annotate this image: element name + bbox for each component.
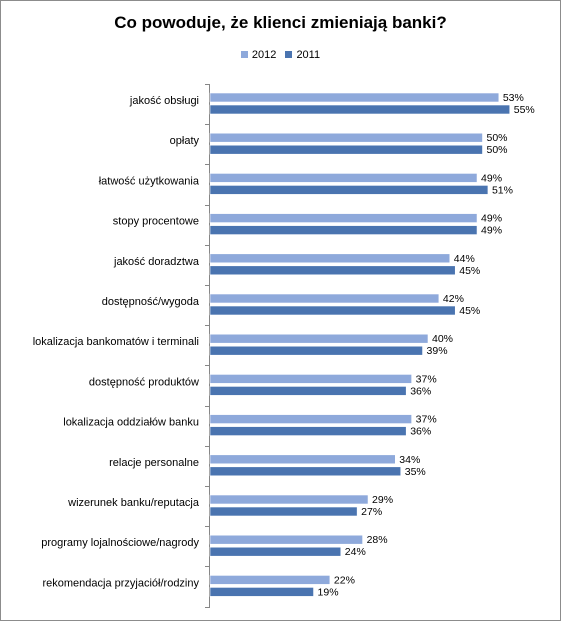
category-label: lokalizacja bankomatów i terminali	[33, 336, 199, 348]
bar-2011	[209, 345, 423, 356]
category-label: dostępność/wygoda	[102, 296, 200, 308]
data-label-2012: 29%	[372, 494, 393, 506]
data-label-2011: 36%	[410, 426, 431, 438]
bar-2012	[209, 213, 478, 223]
category-label: opłaty	[170, 135, 200, 147]
legend-label-2011: 2011	[296, 49, 321, 61]
category-label: łatwość użytkowania	[99, 175, 200, 187]
data-label-2012: 44%	[454, 253, 475, 265]
data-label-2012: 40%	[432, 333, 453, 345]
category-label: relacje personalne	[109, 457, 199, 469]
bar-2011	[209, 546, 342, 557]
legend-item-2012: 2012	[240, 49, 277, 61]
bar-2011	[209, 104, 511, 115]
bar-2011	[209, 265, 456, 276]
category-label: programy lojalnościowe/nagrody	[41, 537, 199, 549]
chart-title: Co powoduje, że klienci zmieniają banki?	[114, 13, 447, 32]
bar-2012	[209, 494, 369, 505]
category-label: wizerunek banku/reputacja	[67, 497, 200, 509]
bar-2012	[209, 92, 500, 103]
category-label: dostępność produktów	[89, 376, 199, 388]
bar-2012	[209, 374, 412, 384]
data-label-2012: 37%	[416, 414, 437, 426]
data-label-2011: 35%	[405, 466, 426, 478]
bar-2011	[209, 426, 407, 436]
bar-2012	[209, 575, 331, 585]
bar-2012	[209, 132, 483, 143]
data-label-2011: 45%	[459, 265, 480, 277]
data-label-2011: 39%	[427, 345, 448, 357]
category-label: jakość obsługi	[129, 95, 199, 107]
data-label-2012: 34%	[399, 454, 420, 466]
data-label-2012: 42%	[443, 293, 464, 305]
bar-2012	[209, 333, 429, 344]
data-label-2011: 45%	[459, 305, 480, 317]
bar-2011	[209, 587, 314, 597]
category-label: jakość doradztwa	[113, 256, 200, 268]
data-label-2011: 55%	[514, 104, 535, 116]
bar-2012	[209, 293, 440, 304]
legend: 2012 2011	[1, 49, 560, 61]
bar-2012	[209, 173, 478, 183]
data-label-2011: 24%	[345, 546, 366, 558]
bar-2012	[209, 534, 363, 545]
data-label-2012: 28%	[367, 534, 388, 546]
bar-2012	[209, 454, 396, 465]
legend-label-2012: 2012	[251, 49, 277, 61]
bar-2012	[209, 414, 412, 424]
data-label-2012: 49%	[481, 213, 502, 225]
bar-2011	[209, 506, 358, 517]
category-label: lokalizacja oddziałów banku	[63, 417, 199, 429]
bar-2011	[209, 144, 483, 155]
legend-swatch-2012	[240, 51, 248, 58]
data-label-2011: 19%	[318, 586, 339, 598]
bar-2011	[209, 305, 456, 316]
data-label-2011: 49%	[481, 225, 502, 237]
data-label-2011: 36%	[410, 385, 431, 397]
data-label-2012: 49%	[481, 172, 502, 184]
data-label-2012: 53%	[503, 92, 524, 104]
data-label-2012: 37%	[416, 373, 437, 385]
data-label-2011: 50%	[487, 144, 508, 156]
bar-2011	[209, 185, 489, 195]
data-label-2011: 51%	[492, 184, 513, 196]
data-label-2012: 50%	[487, 132, 508, 144]
data-label-2011: 27%	[361, 506, 382, 518]
legend-swatch-2011	[285, 51, 293, 58]
bar-2011	[209, 386, 407, 396]
category-label: stopy procentowe	[113, 216, 199, 228]
bar-2011	[209, 225, 478, 235]
category-label: rekomendacja przyjaciół/rodziny	[42, 577, 199, 589]
bar-2011	[209, 466, 402, 477]
bar-2012	[209, 253, 451, 264]
legend-item-2011: 2011	[285, 49, 320, 61]
data-label-2012: 22%	[334, 574, 355, 586]
